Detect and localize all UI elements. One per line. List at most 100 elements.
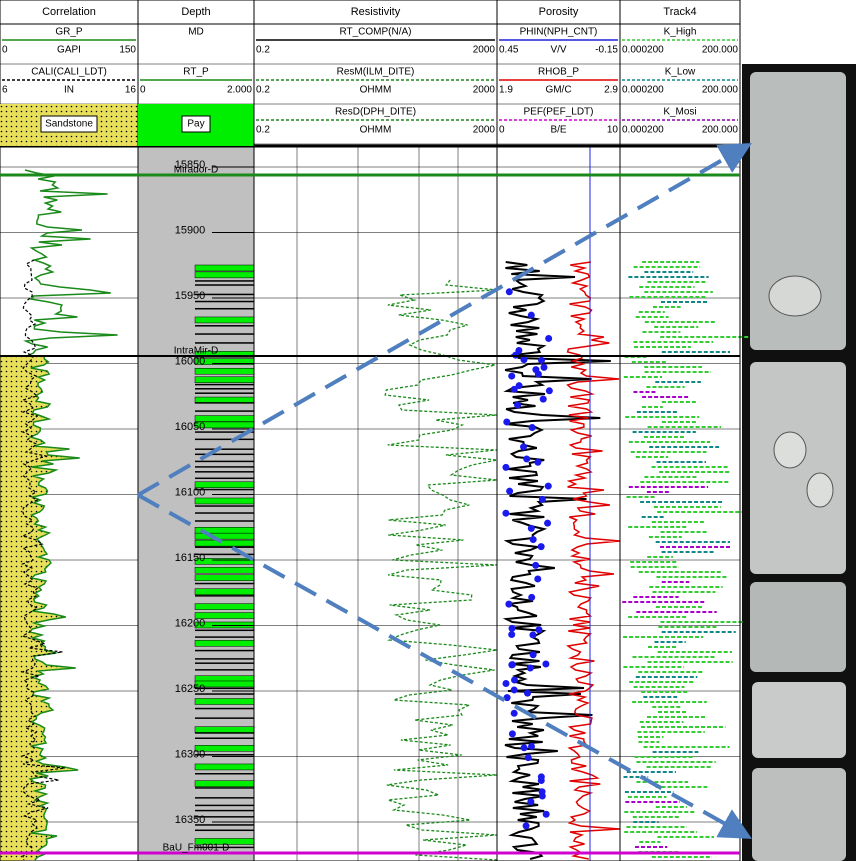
pay-line: [195, 732, 254, 734]
pay-line: [195, 431, 254, 433]
scale-right: 16: [125, 85, 137, 96]
scale-right: 2000: [473, 45, 496, 56]
pay-line: [195, 595, 254, 597]
track-border: [619, 0, 741, 861]
scale-right: 2000: [473, 85, 496, 96]
track-title: Correlation: [42, 6, 96, 18]
scale-unit: GAPI: [57, 45, 81, 56]
scale-left: 0.000200: [622, 45, 664, 56]
porosity-point: [529, 631, 537, 639]
porosity-point: [503, 694, 511, 702]
depth-label: 16000: [175, 355, 206, 367]
pay-line: [195, 488, 254, 491]
fill-label: Pay: [187, 119, 204, 130]
depth-label: 16200: [175, 617, 206, 629]
porosity-point: [502, 509, 510, 517]
porosity-point: [523, 455, 531, 463]
track-title: Resistivity: [351, 6, 401, 18]
pay-line: [195, 669, 254, 671]
track-title: Track4: [663, 6, 696, 18]
pay-bar: [194, 698, 255, 705]
pay-line: [195, 325, 254, 327]
pay-line: [195, 383, 254, 386]
porosity-point: [544, 519, 552, 527]
porosity-point: [532, 561, 540, 569]
porosity-point: [528, 424, 536, 432]
porosity-point: [508, 661, 516, 669]
pay-line: [195, 300, 254, 303]
pay-bar: [194, 271, 255, 279]
porosity-point: [510, 709, 518, 717]
depth-label: 16100: [175, 486, 206, 498]
porosity-point: [515, 346, 523, 354]
curve-name: GR_P: [55, 27, 83, 38]
porosity-point: [527, 524, 535, 532]
porosity-point: [506, 487, 514, 495]
scale-right: 2000: [473, 125, 496, 136]
pay-line: [195, 471, 254, 473]
curve-name: CALI(CALI_LDT): [31, 67, 107, 78]
pay-bar: [194, 316, 255, 324]
porosity-point: [520, 744, 528, 752]
porosity-point: [544, 482, 552, 490]
core-photos: [742, 64, 856, 861]
pay-line: [195, 658, 254, 660]
scale-unit: IN: [64, 85, 74, 96]
curve-name: PEF(PEF_LDT): [523, 107, 593, 118]
pay-line: [195, 520, 254, 522]
fill-label-box: [181, 115, 211, 133]
porosity-point: [510, 385, 518, 393]
porosity-point: [534, 575, 542, 583]
porosity-point: [527, 311, 535, 319]
depth-label: 16350: [175, 814, 206, 826]
curve-name: ResD(DPH_DITE): [335, 107, 416, 118]
curve-name: K_High: [664, 27, 697, 38]
scale-right: 200.000: [702, 125, 739, 136]
porosity-point: [545, 387, 553, 395]
pay-line: [195, 553, 254, 556]
pay-line: [195, 636, 254, 638]
pay-line: [195, 737, 254, 739]
porosity-point: [537, 776, 545, 784]
pay-line: [195, 816, 254, 818]
depth-label: 15900: [175, 224, 206, 236]
porosity-point: [508, 631, 516, 639]
pay-line: [195, 809, 254, 812]
porosity-point: [537, 543, 545, 551]
pay-line: [195, 829, 254, 832]
pay-line: [195, 410, 254, 412]
scale-left: 6: [2, 85, 8, 96]
scale-left: 0.2: [256, 125, 270, 136]
porosity-point: [502, 463, 510, 471]
scale-right: 10: [607, 125, 619, 136]
pay-line: [195, 293, 254, 296]
pay-line: [195, 772, 254, 775]
pay-bar: [194, 780, 255, 787]
pay-bar: [194, 574, 255, 581]
pay-line: [195, 280, 254, 282]
porosity-point: [528, 593, 536, 601]
pay-line: [195, 284, 254, 286]
log-curve: [20, 259, 66, 861]
scale-right: 150: [119, 45, 136, 56]
pay-line: [195, 582, 254, 585]
pay-bar: [194, 497, 255, 505]
porosity-point: [538, 495, 546, 503]
porosity-point: [542, 660, 550, 668]
track-title: Depth: [181, 6, 210, 18]
scale-unit: GM/C: [545, 85, 571, 96]
curve-name: K_Mosi: [663, 107, 696, 118]
depth-label: 16050: [175, 421, 206, 433]
pay-line: [195, 797, 254, 799]
pay-bar: [194, 264, 255, 272]
pay-line: [195, 629, 254, 632]
scale-right: 200.000: [702, 45, 739, 56]
porosity-point: [538, 788, 546, 796]
porosity-point: [545, 334, 553, 342]
pay-line: [195, 546, 254, 548]
pay-line: [195, 693, 254, 695]
curve-name: K_Low: [665, 67, 696, 78]
pay-bar: [194, 539, 255, 547]
porosity-point: [510, 676, 518, 684]
scale-left: 0.2: [256, 45, 270, 56]
